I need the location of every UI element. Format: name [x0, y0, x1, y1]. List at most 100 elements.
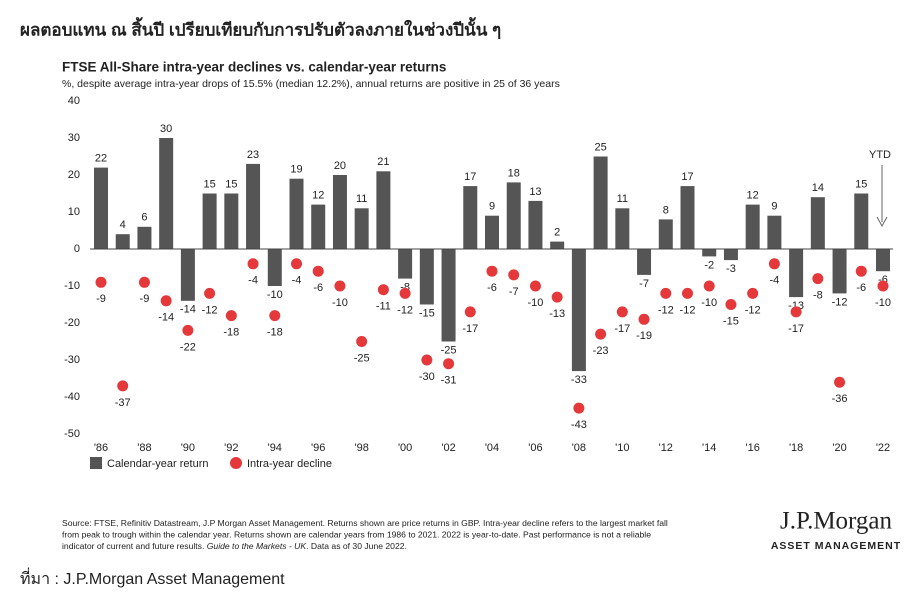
bar-label: 21: [377, 156, 389, 168]
dot-label: -14: [158, 312, 174, 324]
bar-label: 17: [681, 171, 693, 183]
bar-label: 4: [120, 219, 126, 231]
dot: [204, 287, 216, 299]
x-tick-label: '22: [876, 442, 890, 454]
dot: [182, 324, 194, 336]
dot-label: -4: [292, 275, 302, 287]
y-tick-label: 40: [68, 95, 80, 107]
bar: [702, 249, 717, 257]
bar: [528, 200, 543, 249]
bar-label: 9: [489, 201, 495, 213]
x-tick-label: '94: [268, 442, 282, 454]
bar: [832, 249, 847, 294]
x-tick-label: '18: [789, 442, 803, 454]
dot: [682, 287, 693, 299]
dot-label: -6: [856, 282, 866, 294]
logo-name: J.P.Morgan: [780, 508, 893, 535]
bar-label: 8: [663, 204, 669, 216]
dot: [464, 306, 476, 318]
source-text: Guide to the Markets - UK: [207, 541, 308, 551]
dot-label: -7: [509, 286, 519, 298]
y-tick-label: 30: [68, 132, 80, 144]
bar-label: 12: [747, 190, 759, 202]
bar-label: -12: [832, 296, 848, 308]
dot-label: -23: [593, 345, 609, 357]
dot: [247, 258, 259, 270]
legend-swatch: [230, 457, 242, 469]
dot: [117, 380, 129, 392]
dot: [95, 276, 107, 288]
bar: [224, 193, 239, 249]
dot-label: -12: [202, 304, 218, 316]
x-tick-label: '92: [224, 442, 238, 454]
dot-label: -10: [527, 297, 543, 309]
source: Source: FTSE, Refinitiv Datastream, J.P …: [62, 518, 668, 551]
dot-label: -13: [549, 308, 565, 320]
bar-label: 23: [247, 149, 259, 161]
y-tick-label: -10: [64, 280, 80, 292]
dot-label: -12: [680, 304, 696, 316]
dot: [551, 291, 563, 303]
dot: [312, 265, 324, 277]
bar: [767, 215, 782, 249]
dot-label: -10: [332, 297, 348, 309]
y-tick-label: -20: [64, 317, 80, 329]
x-tick-label: '08: [572, 442, 586, 454]
bar-label: 11: [617, 193, 628, 205]
x-tick-label: '10: [615, 442, 629, 454]
bar: [637, 249, 652, 275]
x-tick-label: '88: [137, 442, 151, 454]
ytd-annotation: YTD: [869, 149, 891, 161]
dot-label: -43: [571, 419, 587, 431]
bar-label: -25: [441, 344, 457, 356]
dot: [834, 376, 846, 388]
dot: [877, 280, 889, 292]
dot-label: -11: [376, 301, 391, 313]
dot-label: -37: [115, 397, 131, 409]
dot: [703, 280, 715, 292]
bar: [332, 175, 347, 249]
dot: [595, 328, 607, 340]
bar: [159, 138, 174, 249]
dot: [529, 280, 541, 292]
dot-label: -12: [397, 304, 413, 316]
bar-label: 12: [312, 190, 324, 202]
dot-label: -6: [313, 282, 323, 294]
bar-label: 20: [334, 160, 346, 172]
bar: [246, 163, 261, 249]
bar: [789, 249, 804, 298]
dot: [138, 276, 150, 288]
dot: [638, 313, 650, 325]
bar: [745, 204, 760, 249]
dot: [421, 354, 433, 366]
x-tick-label: '16: [745, 442, 759, 454]
bar-label: 13: [529, 186, 541, 198]
x-tick-label: '14: [702, 442, 716, 454]
dot: [225, 310, 237, 322]
dot: [747, 287, 759, 299]
logo-tagline: ASSET MANAGEMENT: [771, 540, 901, 552]
footer-text: ที่มา : J.P.Morgan Asset Management: [20, 567, 285, 588]
bar-label: -8: [400, 282, 410, 294]
bar-label: -33: [571, 374, 587, 386]
dot: [790, 306, 802, 318]
bar: [180, 249, 195, 301]
bar-label: 6: [141, 212, 147, 224]
bar: [615, 208, 630, 249]
dot-label: -10: [701, 297, 717, 309]
y-tick-label: 0: [74, 243, 80, 255]
dot-label: -4: [248, 275, 258, 287]
bar: [593, 156, 608, 249]
dot-label: -8: [813, 290, 823, 302]
dot-label: -9: [96, 293, 106, 305]
bar-label: 18: [508, 167, 520, 179]
dot: [573, 402, 585, 414]
legend-label: Calendar-year return: [107, 458, 209, 470]
legend-label: Intra-year decline: [247, 458, 332, 470]
dot-label: -10: [875, 297, 891, 309]
dot-label: -31: [441, 375, 457, 387]
dot: [508, 269, 520, 281]
dot-label: -6: [487, 282, 497, 294]
bar: [658, 219, 673, 249]
bar: [398, 249, 413, 279]
